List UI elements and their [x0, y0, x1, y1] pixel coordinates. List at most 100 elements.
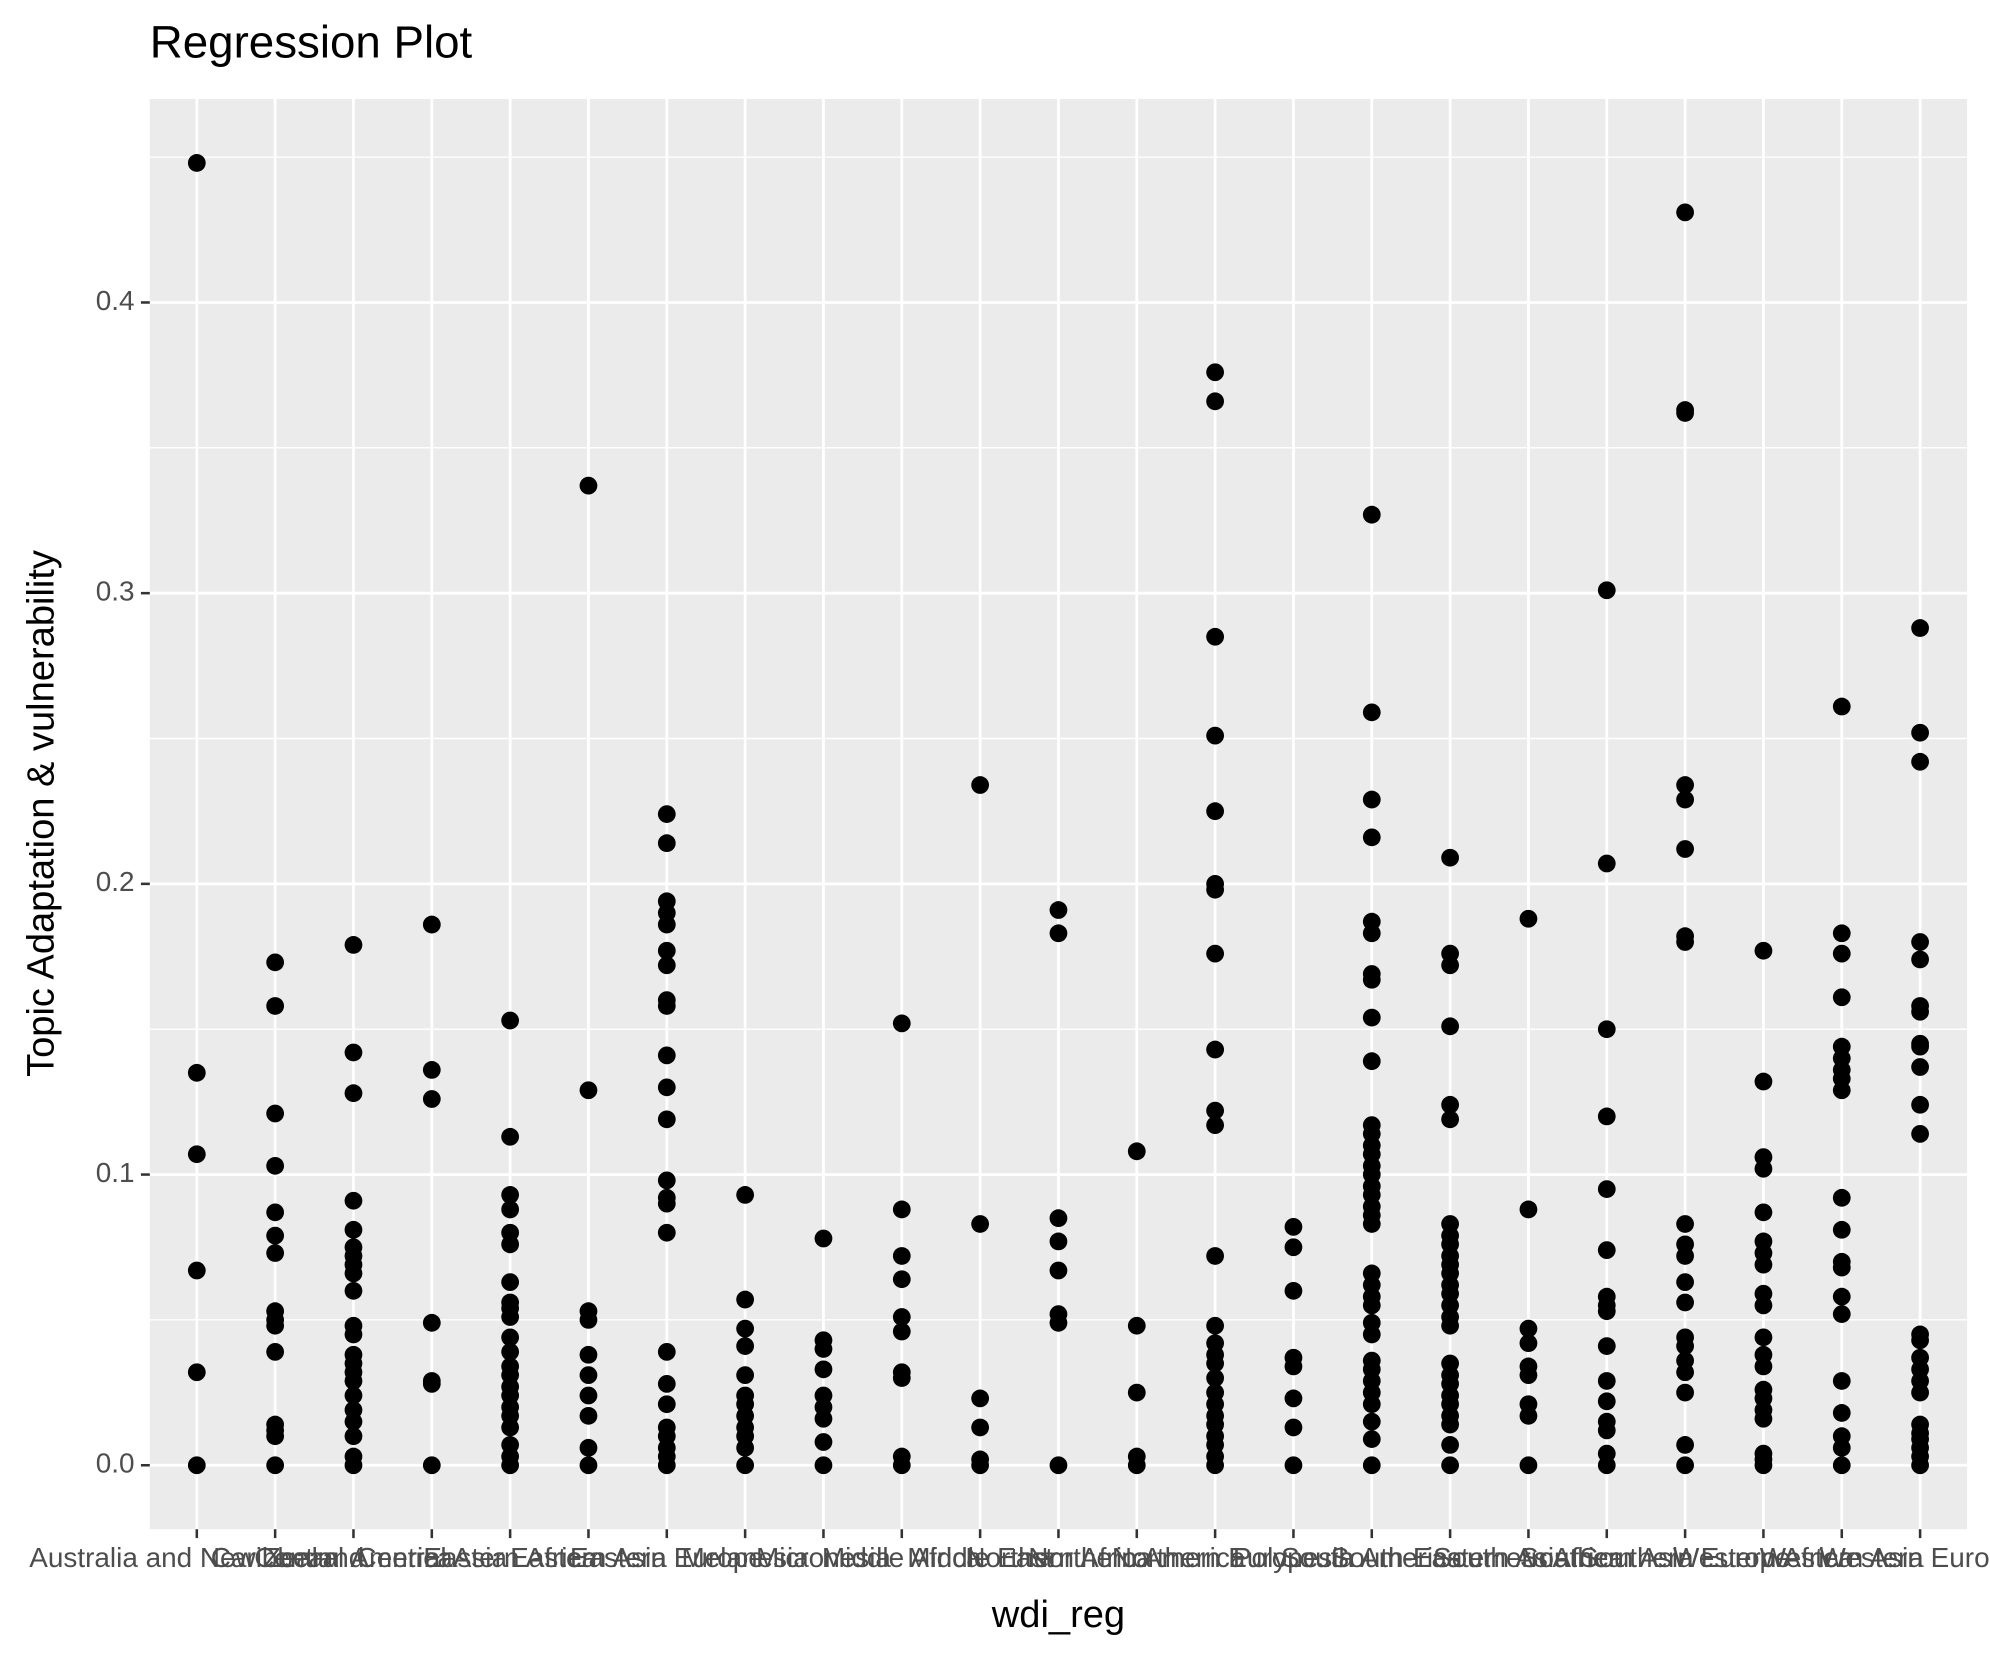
point	[736, 1366, 755, 1385]
point	[657, 1171, 676, 1190]
point	[1284, 1418, 1303, 1437]
point	[1597, 1392, 1616, 1411]
point	[1832, 1188, 1851, 1207]
point	[1832, 1372, 1851, 1390]
point	[1676, 1273, 1694, 1292]
x-tick-label: Eastern Europe	[570, 1542, 764, 1573]
point	[1127, 1383, 1146, 1402]
point	[892, 1308, 911, 1326]
point	[1832, 1220, 1851, 1239]
point	[1832, 1438, 1851, 1457]
point	[1754, 1456, 1773, 1475]
point	[1049, 924, 1068, 943]
point	[501, 1235, 520, 1254]
point	[344, 1220, 363, 1239]
x-tick-label: Northern Africa	[965, 1542, 1152, 1573]
point	[1911, 1124, 1929, 1143]
point	[501, 1456, 520, 1475]
point	[1206, 1116, 1224, 1135]
point	[1362, 1052, 1381, 1071]
point	[1597, 1020, 1616, 1039]
x-tick-label: Polynesia	[1233, 1542, 1354, 1573]
point	[1049, 1209, 1068, 1228]
point	[187, 154, 206, 172]
point	[422, 915, 441, 934]
point	[657, 1223, 676, 1242]
point	[1754, 1328, 1773, 1347]
point	[1206, 392, 1224, 411]
point	[1206, 1456, 1224, 1475]
marks	[187, 154, 1929, 1475]
point	[1441, 1095, 1459, 1114]
point	[187, 1063, 206, 1082]
x-tick-label: Central Asia	[357, 1542, 508, 1573]
point	[1832, 697, 1851, 716]
point	[1049, 1261, 1068, 1280]
point	[814, 1229, 833, 1248]
point	[1284, 1218, 1303, 1236]
point	[1911, 1331, 1929, 1350]
point	[1519, 1319, 1538, 1338]
point	[1676, 1247, 1694, 1265]
point	[736, 1337, 755, 1355]
point	[1911, 1095, 1929, 1114]
x-tick-label: Melanesia	[682, 1542, 810, 1573]
x-tick-label: Northern America	[1028, 1542, 1246, 1573]
point	[657, 1395, 676, 1414]
point	[1911, 752, 1929, 771]
point	[579, 1081, 598, 1100]
point	[579, 1311, 598, 1329]
x-tick-label: South America	[1281, 1542, 1463, 1573]
point	[892, 1247, 911, 1265]
x-tick-label: Southern Africa	[1433, 1542, 1624, 1573]
point	[187, 1456, 206, 1475]
point	[1676, 1215, 1694, 1233]
point	[736, 1186, 755, 1204]
point	[266, 997, 285, 1015]
point	[422, 1456, 441, 1475]
point	[266, 1343, 285, 1361]
point	[501, 1200, 520, 1219]
point	[657, 805, 676, 823]
x-tick-label: Northern Europe	[1112, 1542, 1318, 1573]
point	[422, 1374, 441, 1393]
point	[814, 1340, 833, 1358]
point	[1911, 950, 1929, 969]
point	[736, 1290, 755, 1309]
point	[1597, 854, 1616, 873]
point	[1597, 1302, 1616, 1321]
point	[1832, 1287, 1851, 1306]
point	[1911, 1037, 1929, 1056]
point	[501, 1273, 520, 1292]
point	[657, 834, 676, 853]
point	[971, 1215, 990, 1233]
x-tick-label: South-Eastern Asia	[1331, 1542, 1570, 1573]
point	[1206, 726, 1224, 745]
point	[892, 1369, 911, 1387]
x-tick-label: Central America	[254, 1542, 453, 1573]
point	[1441, 1415, 1459, 1434]
point	[422, 1313, 441, 1332]
point	[1519, 1334, 1538, 1353]
point	[657, 1343, 676, 1361]
point	[579, 1406, 598, 1425]
point	[1206, 1354, 1224, 1373]
point	[1597, 1337, 1616, 1355]
point	[579, 1345, 598, 1364]
point	[1832, 988, 1851, 1007]
point	[1362, 1412, 1381, 1431]
point	[187, 1363, 206, 1382]
point	[1754, 1203, 1773, 1222]
point	[1597, 581, 1616, 600]
point	[1676, 203, 1694, 222]
point	[1676, 404, 1694, 422]
point	[1597, 1421, 1616, 1440]
point	[266, 1226, 285, 1245]
y-tick-label: 0.3	[96, 576, 135, 607]
point	[1362, 703, 1381, 722]
point	[1206, 944, 1224, 963]
point	[736, 1319, 755, 1338]
point	[1911, 619, 1929, 637]
point	[657, 1194, 676, 1213]
point	[657, 1046, 676, 1065]
